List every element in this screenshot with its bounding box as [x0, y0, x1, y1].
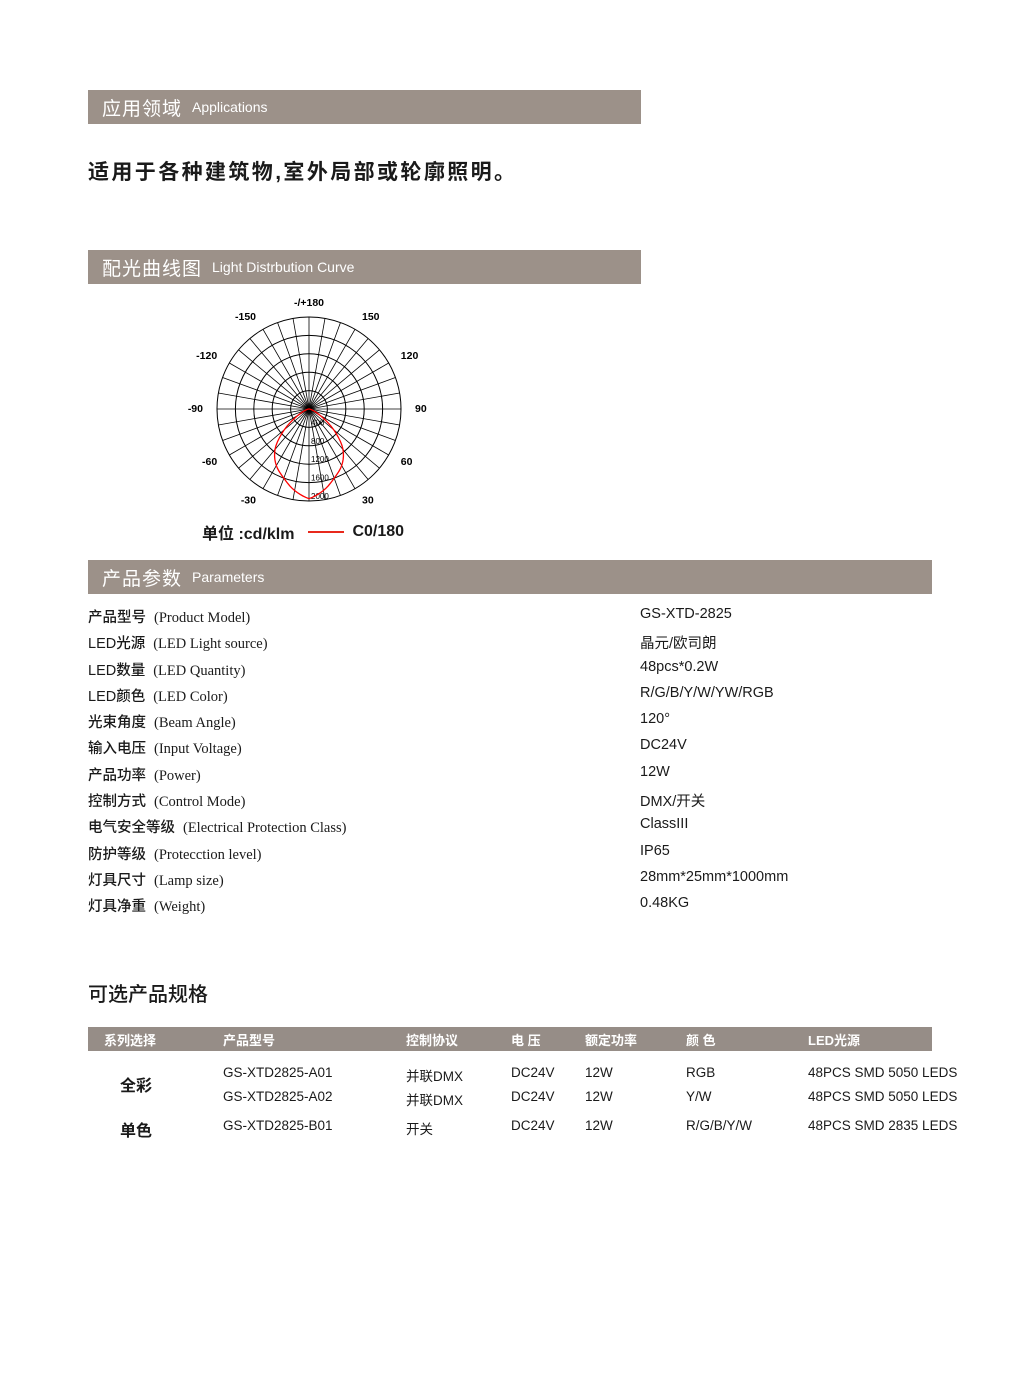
svg-text:800: 800	[311, 437, 325, 446]
svg-text:150: 150	[362, 311, 380, 323]
svg-text:-60: -60	[202, 456, 217, 468]
svg-text:90: 90	[415, 403, 427, 415]
svg-text:-90: -90	[188, 403, 203, 415]
svg-text:120: 120	[401, 350, 419, 362]
svg-text:30: 30	[362, 495, 374, 507]
svg-text:-/+180: -/+180	[294, 297, 324, 309]
svg-text:1600: 1600	[311, 474, 329, 483]
svg-text:400: 400	[311, 418, 325, 427]
svg-text:60: 60	[401, 456, 413, 468]
svg-text:-30: -30	[241, 495, 256, 507]
svg-text:-120: -120	[196, 350, 217, 362]
svg-text:-150: -150	[235, 311, 256, 323]
svg-text:1200: 1200	[311, 455, 329, 464]
